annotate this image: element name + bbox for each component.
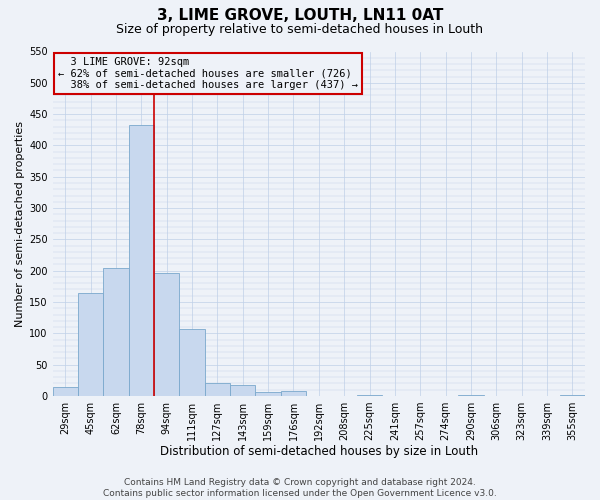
Text: 3 LIME GROVE: 92sqm
← 62% of semi-detached houses are smaller (726)
  38% of sem: 3 LIME GROVE: 92sqm ← 62% of semi-detach… xyxy=(58,56,358,90)
Bar xyxy=(129,126,154,396)
Bar xyxy=(281,391,306,396)
Y-axis label: Number of semi-detached properties: Number of semi-detached properties xyxy=(15,120,25,326)
Bar xyxy=(103,268,129,396)
Bar xyxy=(256,392,281,396)
Bar xyxy=(78,292,103,396)
Bar xyxy=(154,272,179,396)
Bar xyxy=(230,384,256,396)
Bar xyxy=(205,383,230,396)
Text: Contains HM Land Registry data © Crown copyright and database right 2024.
Contai: Contains HM Land Registry data © Crown c… xyxy=(103,478,497,498)
Bar xyxy=(560,394,585,396)
Text: Size of property relative to semi-detached houses in Louth: Size of property relative to semi-detach… xyxy=(116,22,484,36)
Bar xyxy=(458,394,484,396)
Bar xyxy=(179,329,205,396)
Bar xyxy=(53,386,78,396)
X-axis label: Distribution of semi-detached houses by size in Louth: Distribution of semi-detached houses by … xyxy=(160,444,478,458)
Text: 3, LIME GROVE, LOUTH, LN11 0AT: 3, LIME GROVE, LOUTH, LN11 0AT xyxy=(157,8,443,22)
Bar xyxy=(357,394,382,396)
